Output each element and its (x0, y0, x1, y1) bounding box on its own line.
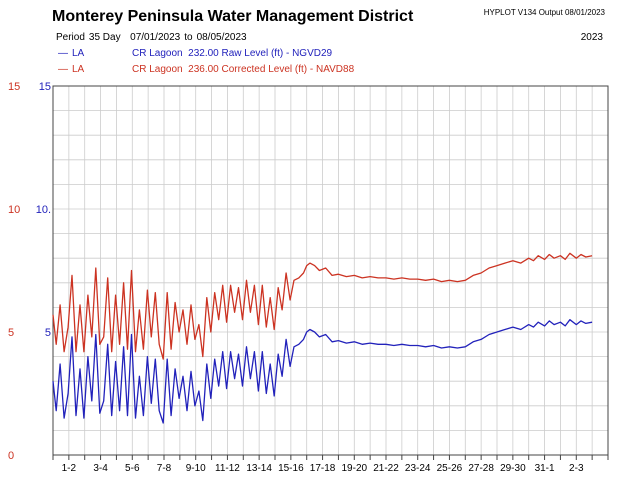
x-tick-label: 19-20 (341, 463, 367, 474)
x-tick-label: 25-26 (437, 463, 463, 474)
x-tick-label: 13-14 (246, 463, 272, 474)
legend-entry-corrected: — LA CR Lagoon 236.00 Corrected Level (ft)… (58, 64, 355, 75)
x-tick-label: 15-16 (278, 463, 304, 474)
y-tick-label-right: 5 (45, 327, 51, 339)
series-line-raw (52, 319, 593, 424)
y-tick-label-right: 10. (36, 204, 51, 216)
plot-frame (52, 85, 609, 456)
end-date: 08/05/2023 (196, 32, 247, 43)
y-tick-label-right: 15 (39, 81, 51, 93)
legend-label-raw: CR Lagoon 232.00 Raw Level (ft) - NGVD29 (132, 48, 333, 59)
period-label: Period (56, 32, 85, 43)
x-tick-label: 11-12 (215, 463, 240, 474)
chart-title: Monterey Peninsula Water Management Dist… (52, 8, 414, 25)
y-tick-label-left: 5 (8, 327, 14, 339)
x-tick-label: 9-10 (186, 463, 206, 474)
y-tick-label-left: 15 (8, 81, 20, 93)
plot-area (53, 86, 608, 455)
legend-code-raw: LA (72, 48, 85, 59)
x-tick-label: 2-3 (569, 463, 584, 474)
x-tick-label: 17-18 (310, 463, 336, 474)
y-tick-label-left: 10 (8, 204, 20, 216)
period-length: 35 Day (88, 32, 121, 43)
x-tick-label: 5-6 (125, 463, 140, 474)
x-tick-label: 23-24 (405, 463, 431, 474)
x-tick-label: 27-28 (468, 463, 494, 474)
x-tick-label: 21-22 (373, 463, 399, 474)
y-tick-label-left: 0 (8, 450, 14, 462)
x-tick-label: 1-2 (62, 463, 77, 474)
legend-label-corrected: CR Lagoon 236.00 Corrected Level (ft) - … (132, 64, 355, 75)
legend-code-corrected: LA (72, 64, 85, 75)
program-version: HYPLOT V134 Output 08/01/2023 (483, 8, 605, 17)
x-tick-label: 29-30 (500, 463, 526, 474)
series-line-corrected (52, 252, 593, 360)
to-label: to (184, 32, 193, 43)
start-date: 07/01/2023 (130, 32, 181, 43)
year-label: 2023 (580, 32, 603, 43)
x-tick-label: 7-8 (157, 463, 172, 474)
legend-entry-raw: — LA CR Lagoon 232.00 Raw Level (ft) - NGV… (58, 48, 333, 59)
x-tick-label: 3-4 (93, 463, 108, 474)
x-tick-label: 31-1 (535, 463, 555, 474)
period-info: Period 35 Day 07/01/2023 to 08/05/2023 (56, 32, 251, 43)
